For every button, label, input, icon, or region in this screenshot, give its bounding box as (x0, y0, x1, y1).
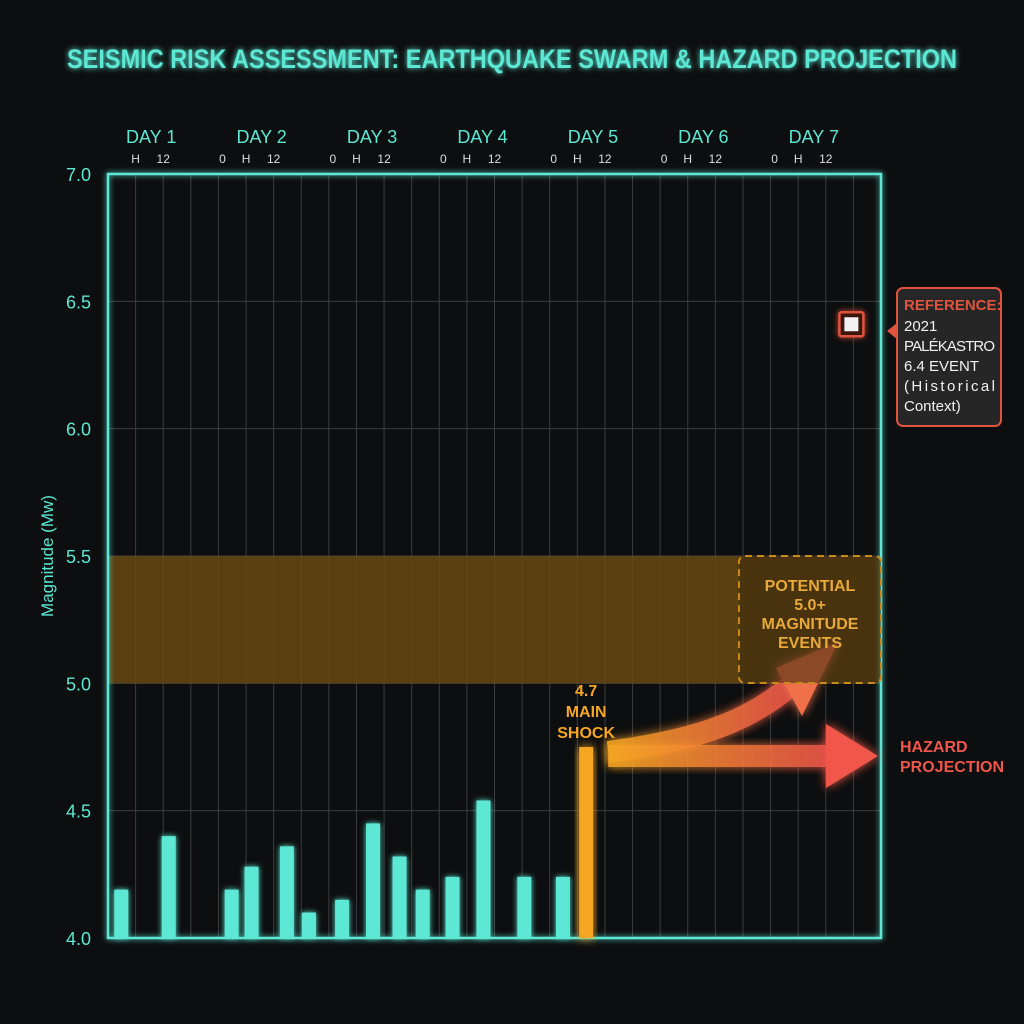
x-tick-day-label: DAY 5 (568, 127, 618, 147)
chart-title: SEISMIC RISK ASSESSMENT: EARTHQUAKE SWAR… (67, 44, 957, 74)
x-axis: DAY 1 H 12 DAY 2 0 H 12 DAY 3 0 H 12 DAY 4 0 H 12 DAY 5… (126, 127, 839, 166)
x-tick-hour-label: H (463, 152, 472, 166)
reference-marker-core (844, 317, 859, 332)
bar (301, 912, 316, 938)
x-tick-hour-label: 12 (819, 152, 833, 166)
x-tick-hour-label: 12 (267, 152, 281, 166)
x-tick-hour-label: H (131, 152, 140, 166)
potential-events-label: EVENTS (778, 635, 842, 652)
reference-text-line: (Historical (904, 378, 995, 395)
bar (555, 876, 570, 938)
x-tick-hour-label: 12 (709, 152, 723, 166)
hazard-projection-label: HAZARD (900, 739, 968, 756)
bar (366, 823, 381, 938)
bar (335, 899, 350, 938)
y-tick-label: 5.5 (66, 547, 91, 567)
plot-border (106, 172, 883, 940)
y-tick-label: 5.0 (66, 674, 91, 694)
reference-text-line: PALÉKASTRO (904, 338, 995, 355)
reference-header: REFERENCE: (904, 297, 1002, 314)
main-shock-bar (579, 747, 594, 938)
bar (161, 836, 176, 938)
bar (244, 866, 259, 938)
main-shock-label: SHOCK (557, 725, 615, 742)
projection-arrow-up (606, 677, 798, 763)
annotations: 4.7 MAIN SHOCK POTENTIAL 5.0+ MAGNITUDE EVENTS… (557, 287, 1004, 788)
x-tick-hour-label: H (352, 152, 361, 166)
x-tick-hour-label: 0 (661, 152, 668, 166)
projection-arrow-right (608, 745, 830, 767)
x-tick-hour-label: 0 (219, 152, 226, 166)
bar (445, 876, 460, 938)
potential-events-label: 5.0+ (794, 597, 826, 614)
x-tick-day-label: DAY 4 (457, 127, 507, 147)
x-tick-hour-label: 0 (771, 152, 778, 166)
x-tick-hour-label: 0 (550, 152, 557, 166)
y-tick-label: 7.0 (66, 165, 91, 185)
main-shock-label: MAIN (566, 704, 607, 721)
y-tick-label: 4.0 (66, 929, 91, 949)
bar (517, 876, 532, 938)
y-tick-label: 6.5 (66, 292, 91, 312)
x-tick-hour-label: 12 (488, 152, 502, 166)
potential-events-label: MAGNITUDE (762, 616, 859, 633)
bar (279, 846, 294, 938)
reference-text-line: Context) (904, 398, 961, 415)
y-tick-label: 6.0 (66, 420, 91, 440)
plot-frame (106, 172, 883, 940)
y-axis-label: Magnitude (Mw) (38, 495, 57, 617)
x-tick-hour-label: H (573, 152, 582, 166)
bar (392, 856, 407, 938)
reference-text-line: 2021 (904, 318, 937, 335)
reference-callout-pointer (887, 323, 897, 339)
reference-callout (896, 287, 1002, 427)
x-tick-day-label: DAY 3 (347, 127, 397, 147)
x-tick-hour-label: 12 (157, 152, 171, 166)
potential-events-label: POTENTIAL (765, 578, 856, 595)
bar (224, 889, 239, 938)
x-tick-day-label: DAY 6 (678, 127, 728, 147)
x-tick-hour-label: 0 (330, 152, 337, 166)
x-tick-hour-label: 0 (440, 152, 447, 166)
x-tick-hour-label: H (683, 152, 692, 166)
bar (476, 800, 491, 938)
x-tick-day-label: DAY 2 (236, 127, 286, 147)
potential-events-box (738, 555, 882, 684)
x-tick-hour-label: 12 (377, 152, 391, 166)
projection-arrow-right-head (826, 724, 878, 788)
x-tick-hour-label: 12 (598, 152, 612, 166)
x-tick-day-label: DAY 1 (126, 127, 176, 147)
x-tick-hour-label: H (794, 152, 803, 166)
hazard-projection-label: PROJECTION (900, 759, 1004, 776)
x-tick-hour-label: H (242, 152, 251, 166)
main-shock-label: 4.7 (575, 683, 597, 700)
bars (114, 747, 594, 938)
reference-text-line: 6.4 EVENT (904, 358, 979, 375)
y-tick-label: 4.5 (66, 802, 91, 822)
bar (415, 889, 430, 938)
y-axis: 4.0 4.5 5.0 5.5 6.0 6.5 7.0 (66, 165, 91, 949)
bar (114, 889, 129, 938)
x-tick-day-label: DAY 7 (789, 127, 839, 147)
